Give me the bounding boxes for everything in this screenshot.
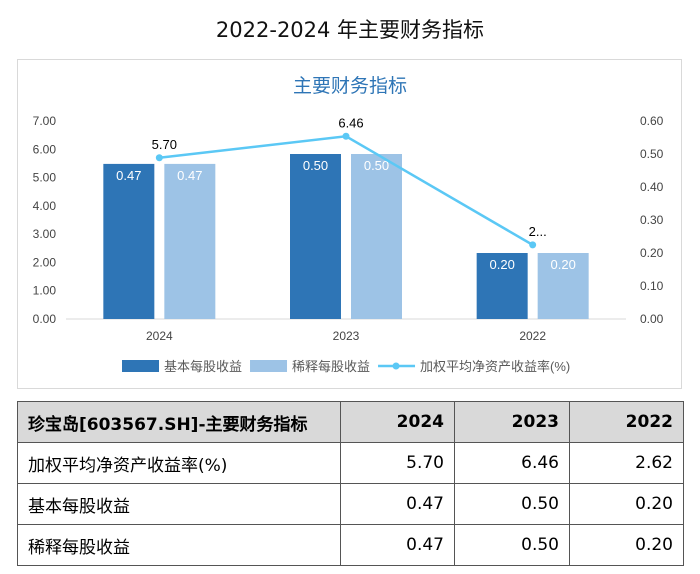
- x-tick-label: 2022: [519, 329, 546, 343]
- table-cell: 0.50: [454, 483, 570, 525]
- bar-data-label: 0.50: [303, 158, 328, 173]
- table-row: 基本每股收益 0.47 0.50 0.20: [17, 483, 684, 525]
- table-cell-label: 加权平均净资产收益率(%): [17, 442, 341, 484]
- y-right-tick-label: 0.50: [640, 147, 664, 161]
- bar: [290, 154, 341, 319]
- table-cell: 0.47: [340, 483, 455, 525]
- line-data-label: 2...: [529, 224, 547, 239]
- table-header-row: 珍宝岛[603567.SH]-主要财务指标 2024 2023 2022: [17, 401, 684, 443]
- legend-label: 基本每股收益: [164, 359, 242, 374]
- bar-data-label: 0.47: [116, 168, 141, 183]
- y-left-tick-label: 0.00: [33, 312, 57, 326]
- chart: 主要财务指标 0.00 1.00 2.00 3.00 4.00 5.00 6.00 7.00 0.…: [33, 75, 664, 374]
- line-data-label: 6.46: [338, 115, 363, 130]
- financial-table: 珍宝岛[603567.SH]-主要财务指标 2024 2023 2022 加权平…: [17, 401, 684, 566]
- y-left-tick-label: 6.00: [33, 142, 57, 156]
- legend-swatch: [250, 360, 288, 372]
- table-row: 稀释每股收益 0.47 0.50 0.20: [17, 524, 684, 566]
- chart-title: 主要财务指标: [293, 75, 407, 97]
- y-left-tick-label: 7.00: [33, 114, 57, 128]
- line-point: [529, 241, 537, 249]
- table-cell: 0.20: [569, 483, 684, 525]
- table-cell: 5.70: [340, 442, 455, 484]
- y-left-tick-label: 3.00: [33, 227, 57, 241]
- table-cell: 0.50: [454, 524, 570, 566]
- line-point: [155, 154, 163, 162]
- table-cell-label: 稀释每股收益: [17, 524, 341, 566]
- legend-marker: [392, 362, 400, 370]
- table-cell: 2.62: [569, 442, 684, 484]
- bar: [476, 253, 528, 319]
- line-point: [342, 132, 350, 140]
- bar: [351, 154, 402, 319]
- bar: [537, 253, 589, 319]
- line-data-label: 5.70: [152, 137, 177, 152]
- bar-data-label: 0.50: [364, 158, 389, 173]
- table-cell: 6.46: [454, 442, 570, 484]
- y-right-tick-label: 0.60: [640, 114, 664, 128]
- bar-data-label: 0.47: [177, 168, 202, 183]
- legend-swatch: [122, 360, 159, 372]
- table-row: 加权平均净资产收益率(%) 5.70 6.46 2.62: [17, 442, 684, 484]
- y-left-tick-label: 1.00: [33, 284, 57, 298]
- table-header-label: 珍宝岛[603567.SH]-主要财务指标: [17, 401, 341, 443]
- y-right-tick-label: 0.40: [640, 180, 664, 194]
- bar: [164, 163, 216, 319]
- y-left-tick-label: 5.00: [33, 171, 57, 185]
- legend-label: 加权平均净资产收益率(%): [420, 359, 570, 374]
- x-tick-label: 2023: [333, 329, 360, 343]
- bar: [103, 163, 155, 319]
- table-cell: 0.47: [340, 524, 455, 566]
- y-left-tick-label: 4.00: [33, 199, 57, 213]
- table-header-2022: 2022: [569, 401, 684, 443]
- bar-data-label: 0.20: [551, 257, 576, 272]
- table-cell-label: 基本每股收益: [17, 483, 341, 525]
- y-right-tick-label: 0.20: [640, 246, 664, 260]
- chart-container: 主要财务指标 0.00 1.00 2.00 3.00 4.00 5.00 6.00 7.00 0.…: [17, 59, 682, 389]
- y-right-tick-label: 0.00: [640, 312, 664, 326]
- legend-label: 稀释每股收益: [292, 359, 370, 374]
- table-cell: 0.20: [569, 524, 684, 566]
- table-header-2024: 2024: [340, 401, 455, 443]
- table-header-2023: 2023: [454, 401, 570, 443]
- y-right-tick-label: 0.30: [640, 213, 664, 227]
- x-tick-label: 2024: [146, 329, 173, 343]
- bar-data-label: 0.20: [490, 257, 515, 272]
- page-title: 2022-2024 年主要财务指标: [215, 18, 485, 42]
- y-left-tick-label: 2.00: [33, 255, 57, 269]
- y-right-tick-label: 0.10: [640, 279, 664, 293]
